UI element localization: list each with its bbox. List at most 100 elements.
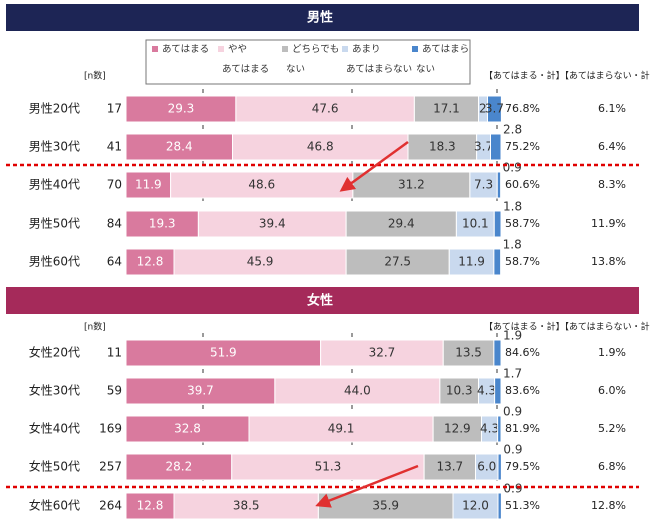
- bar-segment: [497, 453, 502, 481]
- bar-segment: [493, 210, 502, 238]
- bar-data-label: 44.0: [344, 384, 371, 398]
- agree-total-value: 84.6%: [505, 346, 540, 359]
- bar-segment: [235, 95, 415, 123]
- legend-label: あてはまらない: [346, 64, 412, 75]
- bar-data-label: 32.7: [369, 346, 396, 360]
- bar-data-label: 51.9: [210, 346, 237, 360]
- row-n: 17: [107, 102, 122, 116]
- bar-data-label: 0.9: [503, 443, 522, 457]
- disagree-total-value: 8.3%: [598, 178, 626, 191]
- disagree-total-value: 13.8%: [591, 255, 626, 268]
- row-label: 女性60代: [29, 498, 80, 513]
- disagree-total-value: 12.8%: [591, 499, 626, 512]
- agree-total-header: 【あてはまる・計】: [484, 70, 565, 82]
- bar-segment: [125, 248, 175, 276]
- bar-segment: [496, 171, 502, 199]
- bar-segment: [442, 339, 495, 367]
- legend-label: あてはまる: [162, 44, 209, 55]
- legend-swatch: [282, 46, 288, 52]
- section-header-band: [6, 4, 639, 31]
- legend-label: やや: [228, 44, 247, 55]
- bar-data-label: 6.0: [477, 460, 496, 474]
- bar-data-label: 47.6: [312, 102, 339, 116]
- n-header: [n数]: [84, 321, 106, 333]
- bar-data-label: 46.8: [307, 140, 334, 154]
- bar-segment: [494, 377, 502, 405]
- legend-swatch: [342, 46, 348, 52]
- legend-label: あてはまら: [422, 44, 469, 55]
- bar-data-label: 0.9: [503, 161, 522, 175]
- bar-data-label: 0.9: [503, 482, 522, 496]
- row-label: 男性60代: [29, 255, 80, 269]
- bar-data-label: 12.8: [137, 255, 164, 269]
- agree-total-value: 60.6%: [505, 178, 540, 191]
- row-n: 169: [99, 422, 122, 436]
- agree-total-value: 79.5%: [505, 460, 540, 473]
- agree-total-header: 【あてはまる・計】: [484, 321, 565, 333]
- row-n: 257: [99, 460, 122, 474]
- legend-swatch: [412, 46, 418, 52]
- bar-segment: [497, 492, 502, 520]
- bar-data-label: 35.9: [372, 499, 399, 513]
- bar-segment: [125, 171, 172, 199]
- legend-label: あてはまる: [222, 64, 269, 75]
- bar-data-label: 19.3: [149, 217, 176, 231]
- legend-label: ない: [286, 64, 305, 75]
- bar-segment: [125, 492, 175, 520]
- row-label: 女性50代: [29, 459, 80, 474]
- bar-data-label: 28.4: [166, 140, 193, 154]
- bar-segment: [320, 339, 444, 367]
- bar-segment: [497, 415, 502, 443]
- disagree-total-value: 6.1%: [598, 102, 626, 115]
- bar-segment: [413, 95, 480, 123]
- bar-data-label: 7.3: [474, 178, 493, 192]
- agree-total-value: 76.8%: [505, 102, 540, 115]
- bar-segment: [125, 210, 199, 238]
- row-n: 41: [107, 140, 122, 154]
- bar-data-label: 29.3: [168, 102, 195, 116]
- n-header: [n数]: [84, 70, 106, 82]
- row-label: 女性20代: [29, 345, 80, 360]
- row-label: 男性50代: [29, 217, 80, 231]
- bar-data-label: 49.1: [328, 422, 355, 436]
- legend-label: ない: [416, 64, 435, 75]
- row-n: 64: [107, 255, 122, 269]
- bar-data-label: 31.2: [398, 178, 425, 192]
- disagree-total-header: 【あてはまらない・計】: [560, 321, 650, 333]
- disagree-total-value: 6.4%: [598, 140, 626, 153]
- agree-total-value: 83.6%: [505, 384, 540, 397]
- bar-data-label: 13.5: [455, 346, 482, 360]
- bar-data-label: 3.7: [485, 102, 504, 116]
- legend-swatch: [152, 46, 158, 52]
- disagree-total-value: 5.2%: [598, 422, 626, 435]
- bar-segment: [345, 210, 457, 238]
- row-n: 264: [99, 499, 122, 513]
- bar-data-label: 51.3: [315, 460, 342, 474]
- bar-data-label: 12.8: [137, 499, 164, 513]
- bar-data-label: 10.3: [446, 384, 473, 398]
- bar-data-label: 45.9: [247, 255, 274, 269]
- bar-segment: [248, 415, 434, 443]
- bar-segment: [345, 248, 450, 276]
- section-title: 女性: [307, 293, 333, 309]
- bar-data-label: 1.8: [503, 238, 522, 252]
- row-n: 59: [107, 384, 122, 398]
- bar-segment: [125, 377, 276, 405]
- bar-segment: [125, 95, 237, 123]
- disagree-total-value: 6.0%: [598, 384, 626, 397]
- section-header-band: [6, 287, 639, 314]
- bar-segment: [487, 95, 502, 123]
- bar-data-label: 38.5: [233, 499, 260, 513]
- trend-arrow-male: [339, 140, 409, 192]
- bar-data-label: 39.7: [187, 384, 214, 398]
- bar-data-label: 1.7: [503, 367, 522, 381]
- legend-label: どちらでも: [292, 44, 339, 55]
- bar-segment: [173, 492, 319, 520]
- section-title: 男性: [307, 10, 333, 26]
- agree-total-value: 58.7%: [505, 255, 540, 268]
- row-label: 女性30代: [29, 383, 80, 398]
- bar-data-label: 0.9: [503, 405, 522, 419]
- bar-data-label: 32.8: [174, 422, 201, 436]
- bar-segment: [274, 377, 441, 405]
